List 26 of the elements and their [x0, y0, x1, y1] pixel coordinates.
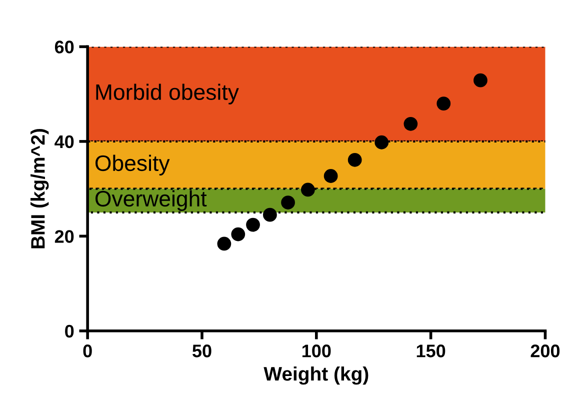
x-tick-label: 50 — [192, 344, 212, 358]
y-tick-label: 40 — [54, 135, 74, 148]
x-tick-label: 0 — [83, 344, 92, 358]
x-axis-title: Weight (kg) — [264, 366, 368, 385]
y-axis-title: BMI (kg/m^2) — [30, 128, 49, 248]
point — [300, 182, 315, 197]
point — [436, 96, 451, 110]
x-tick-label: 200 — [530, 344, 560, 358]
point — [217, 236, 232, 251]
point — [263, 208, 277, 222]
y-tick-label: 60 — [54, 40, 74, 54]
point — [374, 135, 389, 150]
band-label: Obesity — [95, 154, 170, 176]
point — [348, 152, 362, 167]
point — [281, 196, 295, 210]
band-label: Morbid obesity — [96, 84, 239, 104]
point — [246, 218, 260, 232]
y-tick-label: 0 — [65, 324, 74, 338]
point — [231, 227, 246, 242]
point — [474, 73, 488, 88]
x-tick-label: 100 — [302, 344, 331, 358]
point — [404, 116, 418, 131]
band-label: Overweight — [95, 190, 207, 211]
y-tick-label: 20 — [54, 230, 74, 243]
x-tick-label: 150 — [416, 344, 446, 358]
point — [324, 169, 338, 183]
